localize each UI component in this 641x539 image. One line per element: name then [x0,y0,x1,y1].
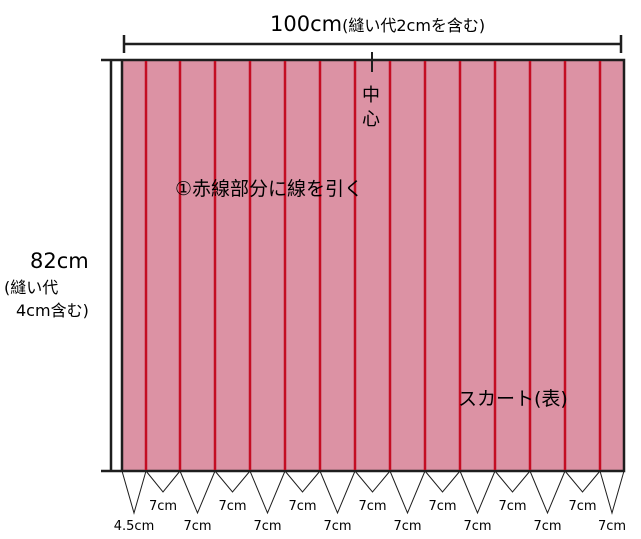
instruction-text: ①赤線部分に線を引く [175,178,363,200]
width-dimension: 100cm(縫い代2cmを含む) [122,12,623,53]
interval-label-top-1: 7cm [149,499,177,514]
width-main-text: 100cm [270,12,342,36]
interval-label-top-3: 7cm [288,499,316,514]
interval-label-bottom-6: 7cm [463,519,491,534]
interval-label-bottom-8: 7cm [598,519,626,534]
interval-pointer-8 [354,470,391,493]
interval-label-bottom-5: 7cm [393,519,421,534]
pleat-lines [144,61,602,470]
interval-pointer-5 [249,470,286,515]
interval-pointer-3 [179,470,216,515]
interval-label-top-5: 7cm [428,499,456,514]
interval-pointer-7 [319,470,356,515]
height-dimension: 82cm (縫い代 4cm含む) [4,58,121,473]
center-mark: 中 心 [362,52,380,130]
interval-label-top-6: 7cm [498,499,526,514]
interval-pointer-9 [389,470,426,515]
height-note-line-2: 4cm含む) [16,301,89,320]
interval-label-top-4: 7cm [358,499,386,514]
interval-callouts: 4.5cm7cm7cm7cm7cm7cm7cm7cm7cm7cm7cm7cm7c… [114,470,626,534]
interval-pointer-6 [284,470,321,493]
interval-pointer-4 [214,470,251,493]
interval-label-bottom-7: 7cm [533,519,561,534]
interval-label-top-7: 7cm [568,499,596,514]
interval-pointer-13 [529,470,566,515]
interval-pointer-1 [121,470,147,515]
interval-pointer-11 [459,470,496,515]
interval-pointer-12 [494,470,531,493]
interval-pointer-14 [564,470,601,493]
width-note-text: (縫い代2cmを含む) [342,16,485,35]
interval-label-bottom-1: 4.5cm [114,519,155,534]
center-label-2: 心 [362,109,380,130]
center-label-1: 中 [362,85,380,106]
interval-pointer-10 [424,470,461,493]
interval-label-bottom-3: 7cm [253,519,281,534]
interval-label-bottom-2: 7cm [183,519,211,534]
interval-pointer-2 [145,470,181,493]
width-label: 100cm(縫い代2cmを含む) [270,12,485,36]
height-main-label: 82cm [30,249,89,273]
interval-label-bottom-4: 7cm [323,519,351,534]
interval-pointer-15 [599,470,625,515]
height-note-line-1: (縫い代 [4,278,58,297]
interval-label-top-2: 7cm [218,499,246,514]
fabric-side-label: スカート(表) [458,388,568,410]
skirt-fabric-panel [120,58,626,473]
